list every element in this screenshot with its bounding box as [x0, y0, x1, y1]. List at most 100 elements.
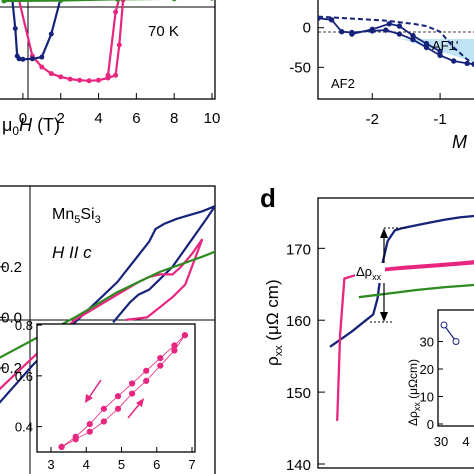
- panel-a-series-4-line: [3, 0, 163, 3]
- panel-c-inset-series-1-line: [61, 334, 186, 448]
- panel-c-inset-series-2-point: [114, 405, 122, 412]
- panel-c-inset-xtick-label: 3: [47, 457, 54, 472]
- panel-d-series-1-line: [329, 214, 474, 348]
- panel-c-inset-series-2-point: [157, 362, 164, 369]
- panel-a-xtick-label: 8: [170, 110, 178, 127]
- panel-a-series-4-point: [115, 0, 120, 2]
- panel-c-ytick-label: 0.2: [1, 259, 22, 276]
- panel-a-series-1-point: [58, 74, 64, 80]
- panel-b-series-2-point: [437, 48, 443, 55]
- panel-c-inset-ytick-label: 0.4: [15, 420, 33, 435]
- panel-c-inset-xtick-label: 6: [153, 457, 160, 472]
- panel-b-series-2-point: [369, 26, 375, 32]
- panel-a-series-1-point: [120, 0, 126, 3]
- panel-a-series-1-point: [48, 71, 54, 77]
- xlabel-unit: (T): [32, 115, 60, 135]
- delta-label: Δρxx: [356, 264, 382, 282]
- panel-d-ylabel: ρxx (μΩ cm): [263, 279, 285, 366]
- delta-label-base: Δρ: [356, 264, 372, 279]
- panel-d-inset-ylabel: Δρxx (μΩcm): [406, 359, 422, 426]
- panel-a-series-1-point: [86, 78, 92, 84]
- delta-arrow-top-head: [380, 228, 388, 238]
- panel-d-frame: [317, 197, 474, 469]
- panel-a-series-1-line: [17, 0, 125, 82]
- panel-c-inset-series-2-point: [100, 418, 108, 425]
- panel-c-inset-xtick-label: 5: [118, 457, 125, 472]
- panel-a: 70 K 0 2 4 6 8 10 μ0H (T): [0, 0, 220, 138]
- inset-ylabel-sub: xx: [412, 402, 422, 412]
- panel-d-letter: d: [260, 183, 276, 213]
- panel-b-ytick-label: -50: [289, 59, 311, 76]
- delta-arrow-bottom-head: [380, 312, 388, 322]
- panel-a-series-4-point: [58, 0, 64, 3]
- panel-d-inset-ytick-label: 10: [420, 390, 434, 405]
- panel-d-inset-ytick-label: 0: [427, 417, 434, 432]
- panel-c-inset-series-1-point: [143, 367, 150, 374]
- panel-a-series-3-point: [12, 26, 18, 31]
- panel-c-inset-frame: [36, 323, 196, 453]
- panel-d-inset-xtick-label: 30: [434, 434, 448, 449]
- panel-a-xtick-label: 2: [57, 110, 65, 127]
- panel-a-xtick-label: 6: [132, 110, 140, 127]
- panel-a-xtick-label: 10: [204, 110, 221, 127]
- panel-b-series-2-point: [349, 31, 355, 37]
- panel-d-series-3-line: [380, 260, 474, 271]
- panel-b-xtick-label: -1: [433, 111, 446, 128]
- compound-sub2: 3: [95, 214, 101, 226]
- panel-a-series-1-point: [67, 76, 73, 82]
- panel-d-inset-ytick-label: 30: [420, 335, 434, 350]
- panel-c-inset-series-2-point: [181, 332, 188, 339]
- panel-c-inset-xtick-label: 7: [188, 457, 195, 472]
- panel-a-series-2-point: [105, 72, 111, 78]
- panel-a-series-1-point: [39, 64, 45, 70]
- panel-a-series-1-point: [96, 77, 101, 83]
- panel-c-inset-xtick-label: 4: [83, 457, 90, 472]
- panel-a-temp-label: 70 K: [148, 23, 179, 40]
- panel-c-frame: [0, 185, 216, 474]
- panel-c-inset-series-2-point: [86, 428, 93, 435]
- xlabel-sub: 0: [12, 124, 19, 138]
- panel-d-ytick-label: 150: [286, 385, 311, 402]
- panel-a-xlabel: μ0H (T): [2, 115, 60, 138]
- panel-d-ytick-label: 170: [286, 241, 311, 258]
- panel-c-inset-series-2-point: [58, 443, 65, 450]
- delta-label-sub: xx: [372, 272, 382, 282]
- inset-arrow-up-head: [136, 398, 144, 407]
- panel-c-series-2-line: [112, 205, 215, 324]
- panel-a-series-4-point: [172, 0, 177, 2]
- panel-a-frame: [0, 0, 216, 100]
- label-af2: AF2: [331, 76, 355, 91]
- panel-b-series-1-point: [328, 17, 335, 23]
- xlabel-mu: μ: [2, 115, 12, 135]
- panel-c-inset-ytick-label: 0.6: [15, 369, 33, 384]
- panel-c-inset-series-2-point: [72, 436, 79, 443]
- inset-ylabel-base: Δρ: [406, 411, 420, 426]
- panel-d-inset-frame: [437, 309, 474, 427]
- panel-a-series-2-point: [113, 9, 119, 15]
- panel-a-series-4-point: [1, 0, 7, 4]
- panel-c-ytick-label: -0.2: [0, 360, 22, 377]
- panel-b-series-2-point: [396, 23, 403, 29]
- inset-ylabel-unit: (μΩcm): [406, 359, 420, 402]
- panel-b-frame: [317, 0, 474, 100]
- compound-label: Mn5Si3: [52, 206, 101, 226]
- panel-c-inset-series-2-point: [129, 390, 136, 397]
- panel-b-ytick-label: 0: [303, 20, 311, 37]
- panel-b-series-1-point: [451, 58, 457, 64]
- ylabel-sub: xx: [273, 345, 285, 357]
- panel-c-inset-ytick-label: 0.8: [15, 318, 33, 333]
- compound-base1: Mn: [52, 206, 74, 223]
- panel-d-ytick-label: 140: [286, 457, 311, 474]
- panel-b-series-1-point: [464, 60, 470, 67]
- panel-c-inset-series-1-point: [157, 355, 164, 362]
- panel-b-series-2-point: [410, 32, 416, 39]
- panel-a-series-3-point: [39, 54, 45, 60]
- label-af1p: AF1': [432, 38, 458, 53]
- panel-c-inset-series-1-point: [129, 380, 136, 387]
- ylabel-unit: (μΩ cm): [263, 279, 282, 345]
- panel-b-xlabel: M: [452, 132, 467, 152]
- delta-label-bg: [355, 263, 385, 283]
- panel-a-series-3-point: [29, 56, 35, 62]
- panel-a-xtick-label: 4: [94, 110, 102, 127]
